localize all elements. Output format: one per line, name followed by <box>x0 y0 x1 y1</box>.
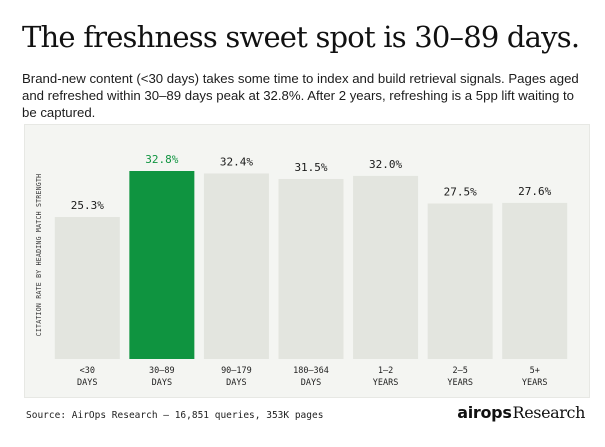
data-label-1: 32.8% <box>145 153 178 166</box>
chart-title: The freshness sweet spot is 30–89 days. <box>22 20 580 54</box>
x-tick-unit-4: YEARS <box>373 378 399 388</box>
x-tick-label-2: 90–179 <box>221 366 252 376</box>
logo-mark: airops <box>457 403 512 422</box>
bar-3 <box>278 178 344 359</box>
airops-logo: airops Research <box>457 403 585 422</box>
x-tick-label-6: 5+ <box>530 366 540 376</box>
x-tick-label-1: 30–89 <box>149 366 175 376</box>
bar-0 <box>54 217 120 359</box>
bar-1 <box>129 171 195 359</box>
x-tick-unit-3: DAYS <box>301 378 321 388</box>
x-tick-label-3: 180–364 <box>293 366 329 376</box>
logo-text: Research <box>512 403 586 422</box>
bar-6 <box>502 202 568 359</box>
bar-chart: CITATION RATE BY HEADING MATCH STRENGTH 2… <box>35 153 568 388</box>
data-label-6: 27.6% <box>518 185 551 198</box>
x-tick-unit-0: DAYS <box>77 378 97 388</box>
x-tick-unit-5: YEARS <box>447 378 473 388</box>
x-tick-unit-6: YEARS <box>522 378 548 388</box>
bar-4 <box>353 175 419 359</box>
bar-5 <box>427 203 493 359</box>
x-tick-label-5: 2–5 <box>452 366 467 376</box>
bar-2 <box>203 173 269 359</box>
source-note: Source: AirOps Research — 16,851 queries… <box>26 410 324 421</box>
chart-subtitle: Brand-new content (<30 days) takes some … <box>22 71 579 120</box>
data-label-3: 31.5% <box>294 161 327 174</box>
data-label-4: 32.0% <box>369 158 402 171</box>
data-label-2: 32.4% <box>220 155 253 168</box>
data-label-0: 25.3% <box>71 199 104 212</box>
chart-panel: CITATION RATE BY HEADING MATCH STRENGTH 2… <box>24 124 590 398</box>
x-tick-unit-1: DAYS <box>152 378 172 388</box>
data-label-5: 27.5% <box>444 186 477 199</box>
x-tick-label-4: 1–2 <box>378 366 393 376</box>
x-tick-label-0: <30 <box>80 366 95 376</box>
y-axis-label: CITATION RATE BY HEADING MATCH STRENGTH <box>35 174 43 337</box>
x-tick-unit-2: DAYS <box>226 378 246 388</box>
